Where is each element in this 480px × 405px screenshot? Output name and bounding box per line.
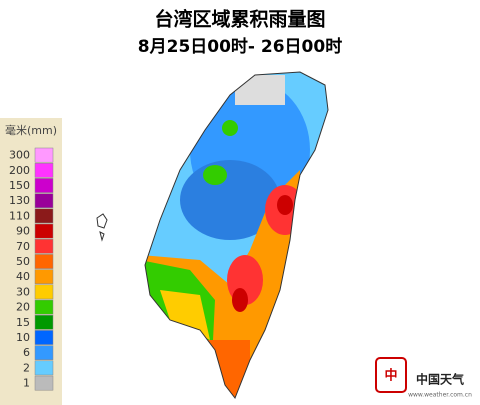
legend-swatch <box>34 360 54 376</box>
rainfall-map <box>145 72 328 398</box>
islands <box>96 213 108 242</box>
legend-swatch <box>34 330 54 345</box>
logo-seal-mark: 中 <box>384 368 397 384</box>
legend-label: 200 <box>9 164 30 177</box>
legend-label: 40 <box>16 270 30 283</box>
legend-swatch <box>34 147 54 163</box>
legend-swatch <box>34 375 54 391</box>
logo-name: 中国天气 <box>416 372 464 387</box>
legend-label: 2 <box>23 361 30 374</box>
legend-swatch <box>34 269 54 285</box>
legend-label: 50 <box>16 255 30 268</box>
legend-unit: 毫米(mm) <box>5 123 57 137</box>
legend-swatch <box>34 238 54 254</box>
legend-swatch <box>34 162 54 178</box>
legend-swatch <box>34 223 54 239</box>
legend-label: 15 <box>16 316 30 329</box>
coastline <box>144 71 329 400</box>
legend-swatch <box>34 208 54 224</box>
legend-label: 20 <box>16 301 30 314</box>
subtitle: 8月25日00时- 26日00时 <box>138 37 342 57</box>
logo-url: www.weather.com.cn <box>408 392 472 399</box>
legend-label: 150 <box>9 179 30 192</box>
legend-label: 6 <box>23 346 30 359</box>
legend-label: 70 <box>16 240 30 253</box>
legend-label: 110 <box>9 209 30 222</box>
legend-label: 130 <box>9 194 30 207</box>
legend-swatch <box>34 345 54 361</box>
legend-swatch <box>34 284 54 300</box>
legend-label: 1 <box>23 377 30 390</box>
legend-label: 90 <box>16 225 30 238</box>
legend-swatch <box>34 314 54 330</box>
legend-swatch <box>34 299 54 315</box>
logo-seal <box>375 357 407 393</box>
legend-label: 300 <box>9 149 30 162</box>
legend-swatch <box>34 178 54 193</box>
legend: 300 200 150 130 110 90 70 50 40 30 20 15 10 6 2 1 <box>9 147 54 391</box>
legend-swatch <box>34 254 54 269</box>
legend-label: 10 <box>16 331 30 344</box>
title: 台湾区域累积雨量图 <box>154 8 325 31</box>
legend-label: 30 <box>16 285 30 298</box>
legend-swatch <box>34 193 54 209</box>
